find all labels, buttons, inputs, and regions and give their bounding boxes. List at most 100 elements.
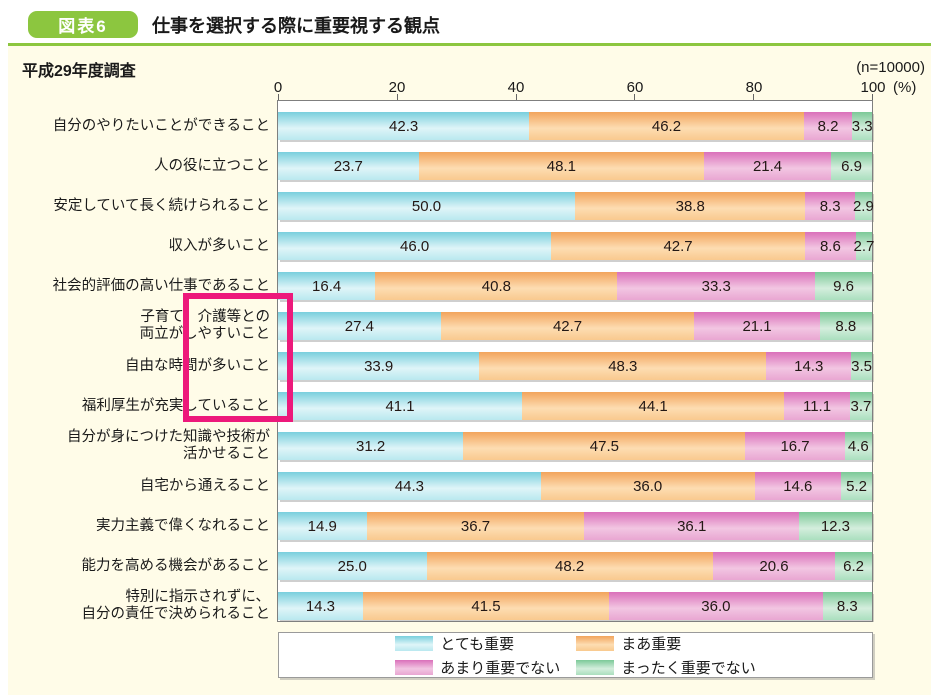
bar-segment: 44.3 xyxy=(278,472,541,500)
bar-value-label: 14.3 xyxy=(794,357,824,375)
axis-tick-mark xyxy=(396,94,398,100)
bar-value-label: 33.3 xyxy=(701,277,731,295)
stacked-bar: 42.3 46.2 8.2 3.3 xyxy=(278,112,873,140)
bar-segment: 8.6 xyxy=(804,232,856,260)
category-label: 子育て、介護等との 両立がしやすいこと xyxy=(139,309,270,342)
axis-tick-label: 0 xyxy=(273,79,283,96)
axis-tick-mark xyxy=(872,94,873,100)
bar-segment: 2.9 xyxy=(853,192,874,220)
bar-value-label: 14.3 xyxy=(305,597,336,615)
stacked-bar: 23.7 48.1 21.4 6.9 xyxy=(278,152,872,180)
bar-segment: 6.2 xyxy=(835,552,872,580)
bar-value-label: 40.8 xyxy=(481,277,511,295)
bar-value-label: 21.4 xyxy=(752,157,783,175)
bar-segment: 46.0 xyxy=(278,232,552,260)
bar-segment: 33.3 xyxy=(617,272,816,300)
stacked-bar: 14.3 41.5 36.0 8.3 xyxy=(278,592,872,620)
bar-value-label: 16.4 xyxy=(312,277,342,295)
bar-segment: 21.1 xyxy=(694,312,820,340)
category-label: 人の役に立つこと xyxy=(154,157,270,174)
bar-value-label: 42.7 xyxy=(663,237,693,255)
axis-tick-mark xyxy=(515,94,517,100)
stacked-bar: 41.1 44.1 11.1 3.7 xyxy=(278,392,872,420)
bar-value-label: 27.4 xyxy=(344,317,374,335)
bar-segment: 4.6 xyxy=(844,432,872,460)
bar-value-label: 3.3 xyxy=(851,117,873,135)
bar-segment: 48.3 xyxy=(479,352,767,380)
bar-segment: 36.7 xyxy=(366,512,585,540)
bar-value-label: 31.2 xyxy=(356,437,386,455)
bar-value-label: 23.7 xyxy=(333,157,363,175)
survey-year-label: 平成29年度調査 xyxy=(22,63,136,80)
bar-segment: 20.6 xyxy=(712,552,836,580)
bar-segment: 36.0 xyxy=(609,592,823,620)
bar-segment: 42.7 xyxy=(440,312,695,340)
figure-title: 仕事を選択する際に重要視する観点 xyxy=(152,15,440,36)
bar-value-label: 14.9 xyxy=(307,517,337,535)
legend-swatch xyxy=(395,659,434,675)
bar-segment: 21.4 xyxy=(704,152,832,180)
axis-tick-label: 60 xyxy=(626,79,644,96)
axis-tick-label: 20 xyxy=(388,79,406,96)
legend-swatch xyxy=(395,635,434,651)
bar-segment: 48.1 xyxy=(418,152,705,180)
bar-value-label: 25.0 xyxy=(337,557,367,575)
bar-segment: 14.3 xyxy=(278,592,363,620)
bar-segment: 8.2 xyxy=(803,112,853,140)
axis-tick-mark xyxy=(278,94,279,100)
bar-segment: 44.1 xyxy=(522,392,785,420)
bar-segment: 25.0 xyxy=(278,552,427,580)
stacked-bar: 31.2 47.5 16.7 4.6 xyxy=(278,432,872,460)
bar-segment: 9.6 xyxy=(815,272,872,300)
bar-segment: 8.3 xyxy=(822,592,872,620)
legend-grid: とても重要 まあ重要 あまり重要でない まったく重要でない xyxy=(395,633,756,678)
bar-value-label: 21.1 xyxy=(742,317,772,335)
bar-value-label: 8.6 xyxy=(819,237,841,255)
stacked-bar-chart: 0 20 40 60 80 100 (%) 自分のやりたいことができること 人の役に立つこと安… xyxy=(8,79,916,622)
sample-size-label: (n=10000) xyxy=(856,59,925,76)
bar-value-label: 48.3 xyxy=(608,357,638,375)
stacked-bar: 14.9 36.7 36.1 12.3 xyxy=(278,512,872,540)
bar-value-label: 14.6 xyxy=(783,477,813,495)
bar-segment: 42.3 xyxy=(278,112,530,140)
bar-value-label: 47.5 xyxy=(589,437,619,455)
bar-value-label: 46.0 xyxy=(400,237,430,255)
bar-value-label: 8.2 xyxy=(817,117,839,135)
bar-segment: 41.1 xyxy=(278,392,523,420)
bar-value-label: 11.1 xyxy=(802,397,832,415)
bar-segment: 6.9 xyxy=(831,152,872,180)
legend-swatch xyxy=(576,659,615,675)
category-label: 特別に指示されずに、 自分の責任で決められること xyxy=(81,589,271,622)
legend-label: まあ重要 xyxy=(621,635,682,653)
category-label: 自分のやりたいことができること xyxy=(52,117,270,134)
category-label: 福利厚生が充実していること xyxy=(81,397,270,414)
bar-segment: 33.9 xyxy=(278,352,480,380)
x-axis: 0 20 40 60 80 100 (%) xyxy=(274,77,917,97)
axis-tick-label: 40 xyxy=(507,79,525,96)
legend-item: とても重要 xyxy=(395,633,560,654)
bar-value-label: 36.7 xyxy=(460,517,491,535)
stacked-bar: 33.9 48.3 14.3 3.5 xyxy=(278,352,872,380)
bar-segment: 47.5 xyxy=(463,432,746,460)
legend-label: あまり重要でない xyxy=(440,659,561,677)
stacked-bar: 50.0 38.8 8.3 2.9 xyxy=(278,192,874,220)
bar-value-label: 46.2 xyxy=(651,117,682,135)
figure-number-badge: 図表6 xyxy=(28,11,138,38)
legend: とても重要 まあ重要 あまり重要でない まったく重要でない xyxy=(278,632,873,678)
bar-value-label: 42.7 xyxy=(552,317,583,335)
bar-value-label: 5.2 xyxy=(846,477,867,495)
bar-value-label: 36.0 xyxy=(701,597,731,615)
bar-segment: 36.0 xyxy=(540,472,755,500)
axis-tick-mark xyxy=(634,94,636,100)
legend-item: まあ重要 xyxy=(576,633,755,654)
bar-segment: 2.7 xyxy=(854,232,874,260)
bar-value-label: 20.6 xyxy=(759,557,789,575)
axis-tick-mark xyxy=(753,94,755,100)
stacked-bar: 16.4 40.8 33.3 9.6 xyxy=(278,272,872,300)
category-label: 収入が多いこと xyxy=(168,237,271,254)
bar-value-label: 6.2 xyxy=(843,557,864,575)
bar-value-label: 50.0 xyxy=(411,197,442,215)
bar-value-label: 8.3 xyxy=(836,597,858,615)
category-label: 実力主義で偉くなれること xyxy=(96,517,270,534)
bar-segment: 14.3 xyxy=(766,352,852,380)
